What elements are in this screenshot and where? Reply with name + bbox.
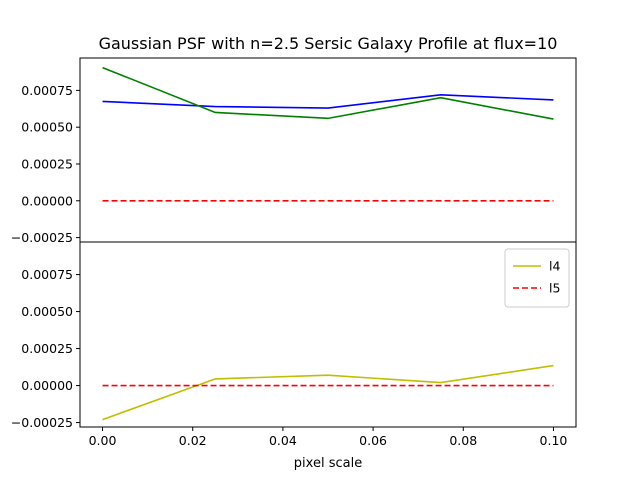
y-tick-label: −0.00025	[11, 415, 73, 430]
legend-label-l4: l4	[549, 259, 560, 274]
x-tick-label: 0.02	[179, 433, 207, 448]
series-line-1-0	[102, 364, 554, 421]
x-tick-label: 0.10	[540, 433, 568, 448]
x-tick-label: 0.06	[359, 433, 387, 448]
x-axis-label: pixel scale	[294, 456, 362, 471]
bottom-panel: 0.00075 0.00050 0.00025 0.00000 −0.00025 0.00…	[11, 241, 577, 448]
axes-frame-1	[79, 241, 577, 428]
series-line-0-0	[102, 93, 554, 109]
chart-title: Gaussian PSF with n=2.5 Sersic Galaxy Pr…	[99, 34, 558, 53]
y-tick-label: 0.00075	[21, 267, 73, 282]
y-tick-label: 0.00000	[21, 193, 73, 208]
x-tick-label: 0.08	[449, 433, 477, 448]
y-tick-label: 0.00075	[21, 83, 73, 98]
axes-frame-0	[79, 57, 577, 243]
series-line-0-1	[102, 66, 554, 120]
y-tick-label: 0.00025	[21, 341, 73, 356]
x-tick-label: 0.00	[89, 433, 117, 448]
y-tick-label: 0.00050	[21, 120, 73, 135]
legend-box	[504, 248, 570, 308]
x-tick-label: 0.04	[269, 433, 297, 448]
legend-label-l5: l5	[549, 281, 560, 296]
y-tick-label: 0.00000	[21, 378, 73, 393]
top-panel: 0.00075 0.00050 0.00025 0.00000 −0.00025	[11, 57, 577, 245]
y-tick-label: 0.00025	[21, 156, 73, 171]
y-tick-label: −0.00025	[11, 230, 73, 245]
y-tick-label: 0.00050	[21, 304, 73, 319]
